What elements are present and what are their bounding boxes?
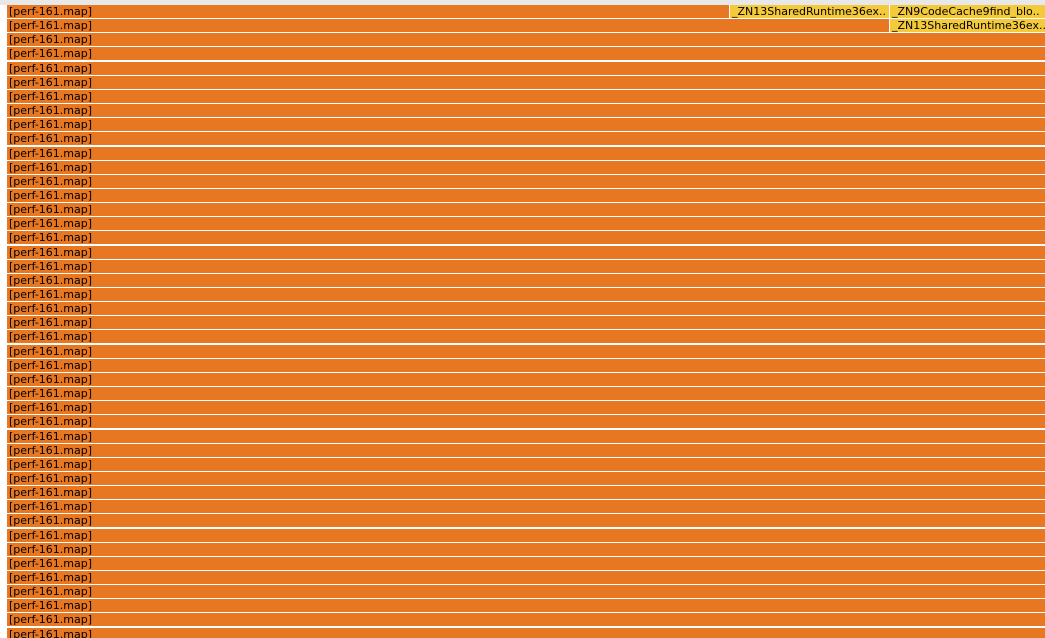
flame-frame[interactable]: [perf-161.map] [7, 302, 1045, 316]
flame-frame[interactable]: _ZN13SharedRuntime36ex.. [730, 5, 889, 18]
flame-frame[interactable]: [perf-161.map] [7, 160, 1045, 174]
flame-frame[interactable]: [perf-161.map] [7, 245, 1045, 259]
flame-frame[interactable]: [perf-161.map] [7, 627, 1045, 638]
flame-frame[interactable]: [perf-161.map] [7, 500, 1045, 514]
flame-frame[interactable]: [perf-161.map] [7, 118, 1045, 132]
flame-frame[interactable]: [perf-161.map] [7, 613, 1045, 627]
flame-frame[interactable]: [perf-161.map] [7, 585, 1045, 599]
flame-frame[interactable]: [perf-161.map] [7, 19, 889, 33]
flame-frame[interactable]: [perf-161.map] [7, 5, 729, 18]
flame-frame[interactable]: [perf-161.map] [7, 231, 1045, 245]
flame-frame[interactable]: [perf-161.map] [7, 443, 1045, 457]
flame-frame[interactable]: [perf-161.map] [7, 316, 1045, 330]
flame-frame[interactable]: [perf-161.map] [7, 514, 1045, 528]
flame-frame[interactable]: [perf-161.map] [7, 471, 1045, 485]
flame-frame[interactable]: [perf-161.map] [7, 330, 1045, 344]
flame-frame[interactable]: [perf-161.map] [7, 288, 1045, 301]
flame-frame[interactable]: [perf-161.map] [7, 259, 1045, 273]
flame-frame[interactable]: [perf-161.map] [7, 47, 1045, 61]
flame-frame[interactable]: [perf-161.map] [7, 486, 1045, 500]
flame-frame[interactable]: [perf-161.map] [7, 401, 1045, 415]
flame-frame[interactable]: [perf-161.map] [7, 358, 1045, 372]
flame-frame[interactable]: [perf-161.map] [7, 174, 1045, 188]
flame-frame[interactable]: [perf-161.map] [7, 89, 1045, 103]
flame-frame[interactable]: [perf-161.map] [7, 344, 1045, 358]
flame-frame[interactable]: [perf-161.map] [7, 429, 1045, 443]
flame-frame[interactable]: [perf-161.map] [7, 203, 1045, 217]
flame-frame[interactable]: [perf-161.map] [7, 75, 1045, 89]
flame-frame[interactable]: _ZN9CodeCache9find_blo.. [890, 5, 1045, 18]
flame-frame[interactable]: [perf-161.map] [7, 146, 1045, 160]
flame-frame[interactable]: [perf-161.map] [7, 188, 1045, 202]
flame-frame[interactable]: [perf-161.map] [7, 556, 1045, 570]
flame-frame[interactable]: [perf-161.map] [7, 457, 1045, 471]
flame-frame[interactable]: [perf-161.map] [7, 33, 1045, 47]
flame-frame[interactable]: [perf-161.map] [7, 528, 1045, 542]
flame-frame[interactable]: [perf-161.map] [7, 104, 1045, 118]
flame-frame[interactable]: [perf-161.map] [7, 415, 1045, 429]
flame-frame[interactable]: [perf-161.map] [7, 599, 1045, 613]
flame-frame[interactable]: [perf-161.map] [7, 61, 1045, 75]
top-band [0, 0, 1045, 5]
flame-frame[interactable]: _ZN13SharedRuntime36ex.. [890, 19, 1045, 33]
flame-frame[interactable]: [perf-161.map] [7, 571, 1045, 584]
flame-frame[interactable]: [perf-161.map] [7, 132, 1045, 146]
flame-frame[interactable]: [perf-161.map] [7, 372, 1045, 386]
flame-frame[interactable]: [perf-161.map] [7, 273, 1045, 287]
flame-frame[interactable]: [perf-161.map] [7, 387, 1045, 401]
flame-frame[interactable]: [perf-161.map] [7, 542, 1045, 556]
flame-frame[interactable]: [perf-161.map] [7, 217, 1045, 231]
